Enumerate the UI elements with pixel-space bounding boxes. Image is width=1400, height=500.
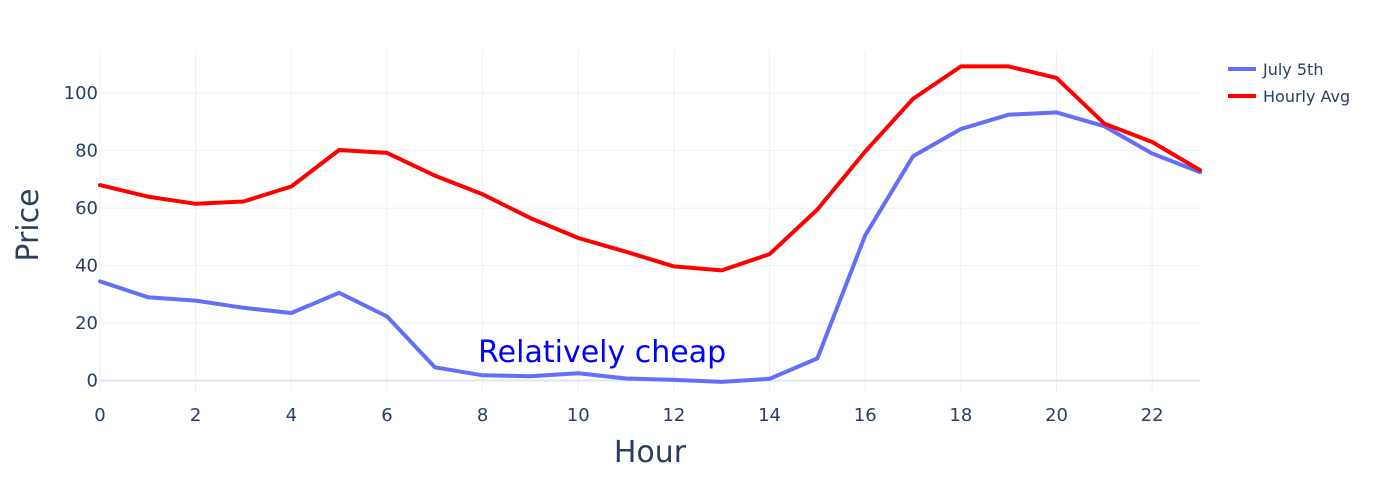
series-line-0 [98,110,1202,384]
x-tick-label: 10 [567,405,590,426]
x-axis-title: Hour [614,435,687,470]
y-tick-label: 80 [75,141,98,162]
annotations: Relatively cheap [478,335,726,370]
legend: July 5th Hourly Avg [1228,60,1350,106]
x-tick-label: 16 [854,405,877,426]
series-lines [98,64,1202,384]
x-tick-label: 22 [1141,405,1164,426]
axes: 0 2 4 6 8 10 12 14 16 18 20 22 0 20 40 60 80 100 [64,83,1164,426]
annotation-text: Relatively cheap [478,335,726,370]
x-tick-label: 12 [662,405,685,426]
legend-label: Hourly Avg [1263,87,1350,106]
y-tick-label: 0 [87,371,98,392]
y-tick-label: 40 [75,256,98,277]
x-tick-label: 18 [949,405,972,426]
x-tick-label: 20 [1045,405,1068,426]
x-tick-label: 0 [94,405,105,426]
y-tick-label: 20 [75,313,98,334]
x-tick-label: 8 [477,405,488,426]
series-line-1 [98,64,1202,273]
y-tick-label: 60 [75,198,98,219]
x-tick-label: 2 [190,405,201,426]
y-tick-label: 100 [64,83,98,104]
x-tick-label: 4 [286,405,297,426]
x-tick-label: 14 [758,405,781,426]
legend-label: July 5th [1262,60,1323,79]
x-tick-label: 6 [381,405,392,426]
y-axis-title: Price [11,188,46,261]
